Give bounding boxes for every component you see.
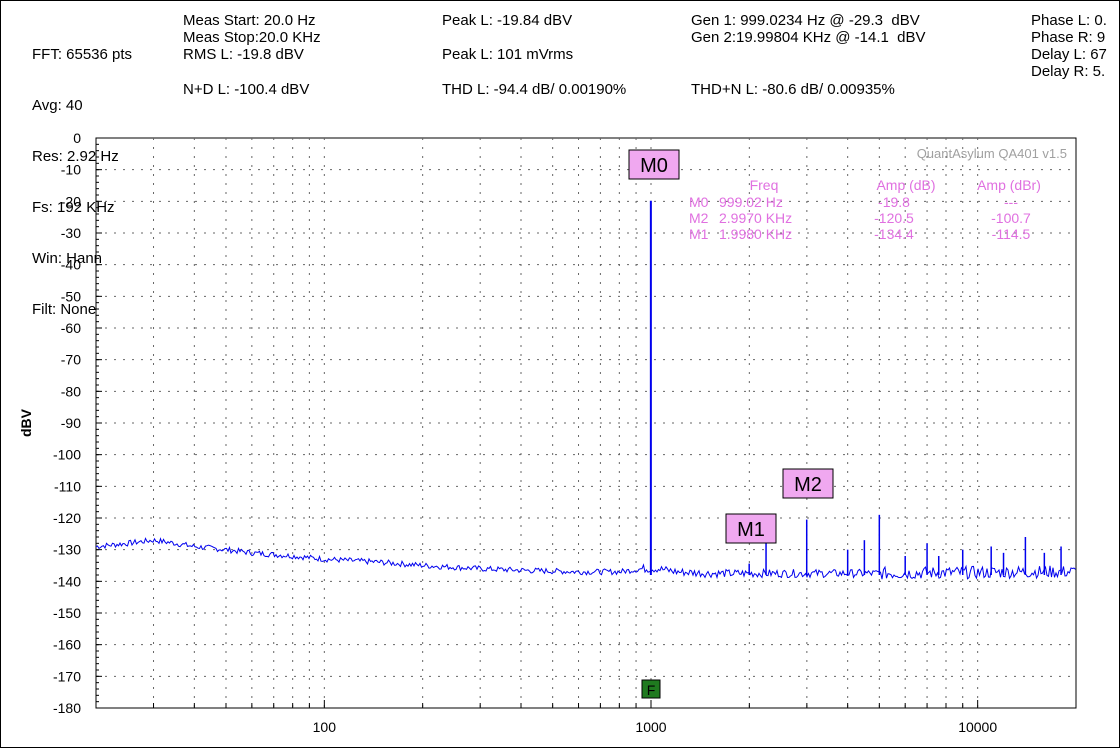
marker-table-id: M1 [689,226,709,242]
plot-area [95,137,1077,709]
f-marker-label: F [647,682,656,698]
meas-start: Meas Start: 20.0 Hz [183,12,316,29]
y-tick-label: -140 [53,573,81,589]
marker-table-id: M2 [689,210,709,226]
marker-table-freq: 1.9980 KHz [719,226,792,242]
y-tick-label: -110 [54,478,81,494]
delay-right: Delay R: 5. [1031,63,1106,80]
generator-1: Gen 1: 999.0234 Hz @ -29.3 dBV [691,12,920,29]
marker-label: M1 [737,519,765,541]
marker-table-amp-db: -134.4 [874,226,914,242]
y-tick-label: -20 [61,193,81,209]
marker-table-freq: 999.02 Hz [719,194,783,210]
x-tick-label: 10000 [958,719,997,735]
marker-table-amp-db: -19.8 [878,194,910,210]
fft-points: FFT: 65536 pts [32,46,133,63]
y-tick-label: -30 [61,225,81,241]
watermark: QuantAsylum QA401 v1.5 [917,146,1067,161]
y-tick-label: -170 [53,668,81,684]
marker-table-freq: 2.9970 KHz [719,210,792,226]
phase-right: Phase R: 9 [1031,29,1106,46]
generator-2: Gen 2:19.99804 KHz @ -14.1 dBV [691,29,926,46]
rms-level: RMS L: -19.8 dBV [183,46,304,63]
y-tick-label: -70 [61,352,81,368]
y-tick-label: -50 [61,288,81,304]
marker-table-header: Freq [750,177,779,193]
sample-rate: Fs: 192 KHz [32,199,115,216]
marker-table-header: Amp (dBr) [977,177,1041,193]
filter-type: Filt: None [32,301,97,318]
marker-table-amp-dbr: -114.5 [992,226,1031,242]
x-tick-label: 1000 [635,719,666,735]
marker-box [782,468,834,499]
phase-left: Phase L: 0. [1031,12,1107,29]
marker-table-amp-dbr: --- [1004,194,1018,210]
marker-box [725,513,777,544]
marker-table-id: M0 [689,194,709,210]
y-tick-label: -40 [61,257,81,273]
header-settings-column: FFT: 65536 pts Avg: 40 Res: 2.92 Hz Fs: … [32,12,132,352]
y-tick-label: -150 [53,605,81,621]
thd-plus-noise: THD+N L: -80.6 dB/ 0.00935% [691,81,895,98]
y-tick-label: -10 [61,162,81,178]
y-tick-label: -120 [53,510,81,526]
thd-level: THD L: -94.4 dB/ 0.00190% [442,81,627,98]
peak-level-mvrms: Peak L: 101 mVrms [442,46,574,63]
noise-floor-trace [95,537,1076,580]
y-tick-label: -90 [61,415,81,431]
y-axis-label: dBV [18,408,34,437]
marker-table-amp-dbr: -100.7 [991,210,1031,226]
marker-label: M0 [640,155,668,177]
marker-label: M2 [794,474,822,496]
meas-stop: Meas Stop:20.0 KHz [183,29,321,46]
y-tick-label: -100 [53,447,81,463]
y-tick-label: -180 [53,700,81,716]
window-type: Win: Hann [32,250,103,267]
marker-table-amp-db: -120.5 [874,210,914,226]
peak-level: Peak L: -19.84 dBV [442,12,573,29]
y-tick-label: -130 [53,542,81,558]
delay-left: Delay L: 67 [1031,46,1107,63]
y-tick-label: -80 [61,383,81,399]
y-tick-label: 0 [73,130,81,146]
f-marker-box [641,679,661,699]
noise-distortion: N+D L: -100.4 dBV [183,81,310,98]
averages: Avg: 40 [32,97,83,114]
marker-box [628,149,680,180]
resolution: Res: 2.92 Hz [32,148,119,165]
marker-table-header: Amp (dB) [876,177,935,193]
y-tick-label: -160 [53,637,81,653]
x-tick-label: 100 [313,719,337,735]
y-tick-label: -60 [61,320,81,336]
